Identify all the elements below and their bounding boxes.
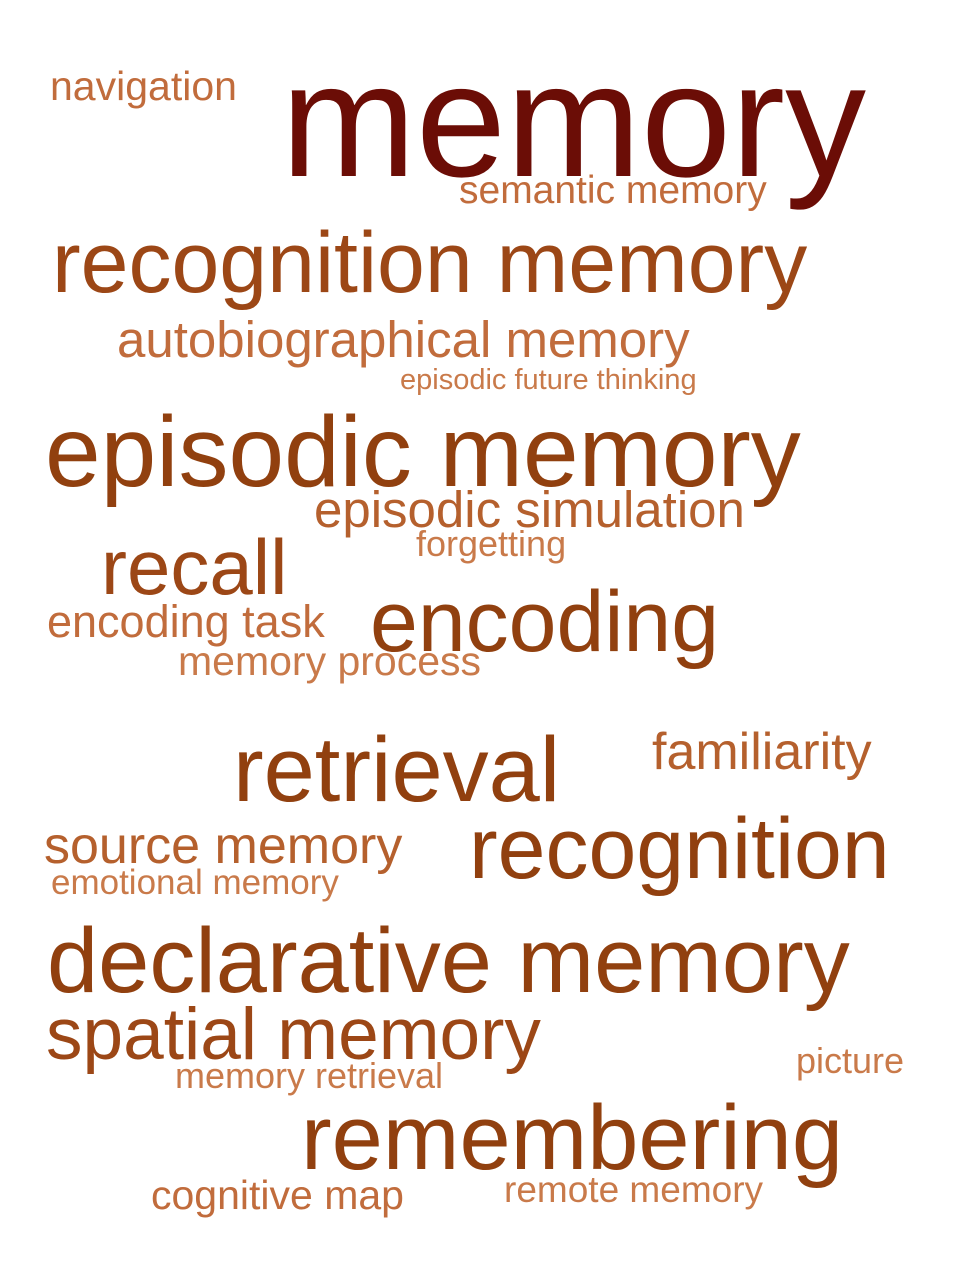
word-autobiographical-memory: autobiographical memory bbox=[117, 311, 690, 368]
word-recall: recall bbox=[101, 523, 288, 611]
word-recognition: recognition bbox=[469, 801, 890, 897]
word-familiarity: familiarity bbox=[652, 723, 872, 781]
word-semantic-memory: semantic memory bbox=[459, 169, 767, 212]
word-encoding-task: encoding task bbox=[47, 596, 325, 647]
word-retrieval: retrieval bbox=[233, 719, 561, 821]
word-episodic-future-thinking: episodic future thinking bbox=[400, 364, 697, 396]
word-episodic-memory: episodic memory bbox=[45, 396, 801, 508]
word-memory-retrieval: memory retrieval bbox=[175, 1055, 444, 1096]
word-cognitive-map: cognitive map bbox=[151, 1172, 404, 1218]
word-navigation: navigation bbox=[50, 63, 237, 109]
word-source-memory: source memory bbox=[44, 817, 403, 875]
word-emotional-memory: emotional memory bbox=[51, 863, 339, 902]
word-remote-memory: remote memory bbox=[504, 1169, 764, 1210]
word-declarative-memory: declarative memory bbox=[47, 910, 850, 1012]
word-spatial-memory: spatial memory bbox=[46, 994, 541, 1075]
word-episodic-simulation: episodic simulation bbox=[314, 481, 745, 538]
word-encoding: encoding bbox=[370, 574, 720, 670]
word-forgetting: forgetting bbox=[416, 523, 567, 564]
word-remembering: remembering bbox=[301, 1087, 843, 1189]
word-picture: picture bbox=[796, 1040, 905, 1081]
word-memory: memory bbox=[281, 30, 867, 211]
word-recognition-memory: recognition memory bbox=[52, 215, 808, 311]
word-memory-process: memory process bbox=[178, 638, 482, 684]
